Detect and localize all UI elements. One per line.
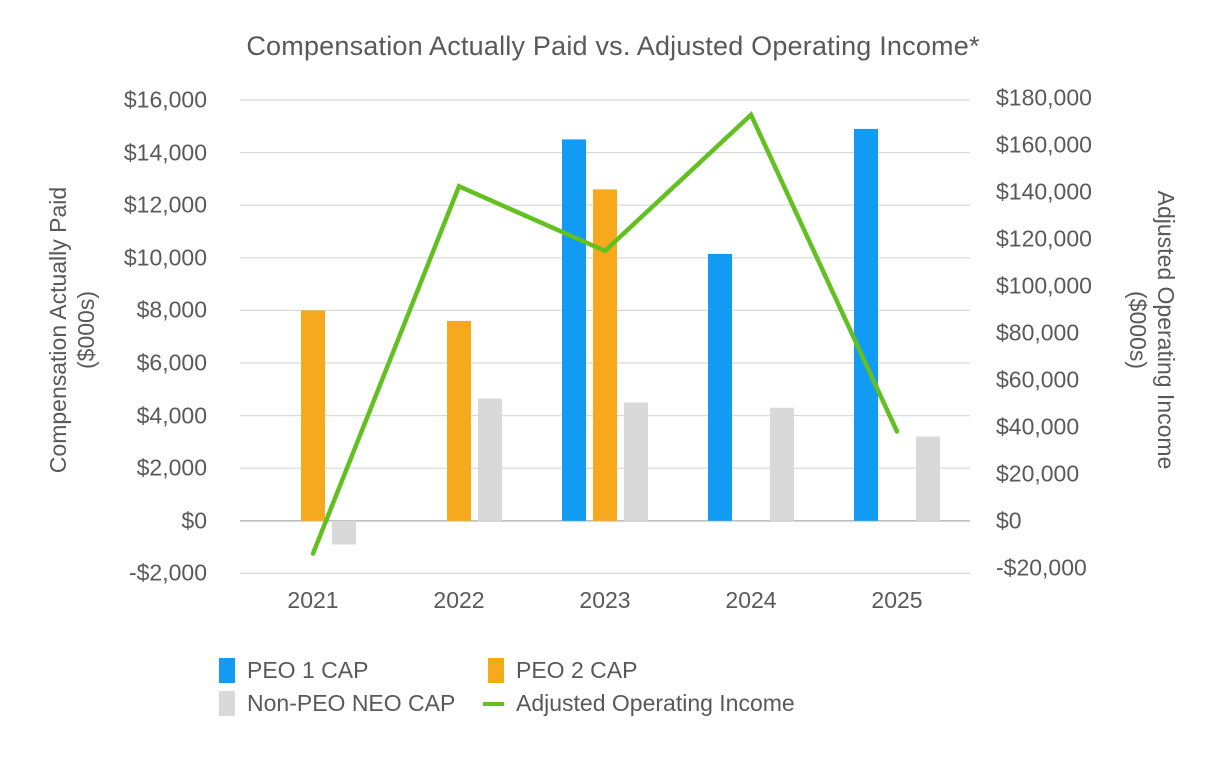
bar-non-peo-neo-cap-2021 [332, 520, 356, 545]
right-tick-label-0: $0 [996, 507, 1022, 534]
bar-non-peo-neo-cap-2024 [770, 407, 794, 521]
right-tick-label-40-000: $40,000 [996, 413, 1080, 440]
right-tick-label-120-000: $120,000 [996, 225, 1092, 252]
left-tick-label-4-000: $4,000 [136, 402, 207, 429]
right-axis-title-line2: ($000s) [1125, 291, 1151, 369]
bar-peo-1-cap-2025 [854, 128, 878, 521]
x-axis-label-2023: 2023 [579, 587, 631, 613]
legend-label-adjusted-operating-income: Adjusted Operating Income [516, 690, 795, 716]
bar-peo-2-cap-2023 [593, 189, 617, 521]
legend-label-non-peo-neo-cap: Non-PEO NEO CAP [247, 690, 456, 716]
right-axis-title-line1: Adjusted Operating Income [1153, 190, 1179, 470]
bar-peo-2-cap-2022 [447, 320, 471, 521]
left-tick-label-2-000: -$2,000 [128, 559, 207, 586]
left-tick-label-16-000: $16,000 [123, 86, 207, 113]
legend-swatch-non-peo-neo-cap [219, 691, 235, 716]
left-tick-label-14-000: $14,000 [123, 139, 207, 166]
adjusted-operating-income-line [310, 111, 900, 556]
right-tick-label-100-000: $100,000 [996, 272, 1092, 299]
left-tick-label-10-000: $10,000 [123, 244, 207, 271]
right-tick-label-140-000: $140,000 [996, 178, 1092, 205]
left-tick-label-2-000: $2,000 [136, 454, 207, 481]
legend-line-swatch-adjusted-operating-income [483, 701, 504, 706]
x-axis-label-2022: 2022 [433, 587, 485, 613]
right-tick-label-180-000: $180,000 [996, 84, 1092, 111]
left-tick-label-8-000: $8,000 [136, 296, 207, 323]
bar-non-peo-neo-cap-2022 [478, 398, 502, 521]
legend-swatch-peo-2-cap [488, 658, 504, 683]
right-axis-title: Adjusted Operating Income ($000s) [1124, 191, 1180, 470]
left-tick-label-12-000: $12,000 [123, 191, 207, 218]
left-axis-title: Compensation Actually Paid ($000s) [44, 187, 100, 473]
left-tick-label-6-000: $6,000 [136, 349, 207, 376]
bar-peo-1-cap-2023 [562, 139, 586, 521]
x-axis-label-2021: 2021 [287, 587, 339, 613]
left-axis-title-line2: ($000s) [73, 291, 99, 369]
right-tick-label-160-000: $160,000 [996, 131, 1092, 158]
right-tick-label-80-000: $80,000 [996, 319, 1080, 346]
legend-label-peo-2-cap: PEO 2 CAP [516, 657, 638, 683]
bar-peo-2-cap-2021 [301, 310, 325, 521]
x-axis-label-2024: 2024 [725, 587, 777, 613]
right-tick-label-20-000: $20,000 [996, 460, 1080, 487]
bar-non-peo-neo-cap-2025 [916, 436, 940, 521]
right-tick-label-60-000: $60,000 [996, 366, 1080, 393]
bar-peo-1-cap-2024 [708, 253, 732, 521]
legend-swatch-peo-1-cap [219, 658, 235, 683]
chart-title: Compensation Actually Paid vs. Adjusted … [246, 31, 980, 61]
left-tick-label-0: $0 [181, 507, 207, 534]
bar-non-peo-neo-cap-2023 [624, 402, 648, 521]
legend-label-peo-1-cap: PEO 1 CAP [247, 657, 369, 683]
right-tick-label-20-000: -$20,000 [996, 554, 1087, 581]
plot-area [240, 99, 970, 574]
left-axis-title-line1: Compensation Actually Paid [45, 186, 71, 474]
x-axis-label-2025: 2025 [871, 587, 923, 613]
